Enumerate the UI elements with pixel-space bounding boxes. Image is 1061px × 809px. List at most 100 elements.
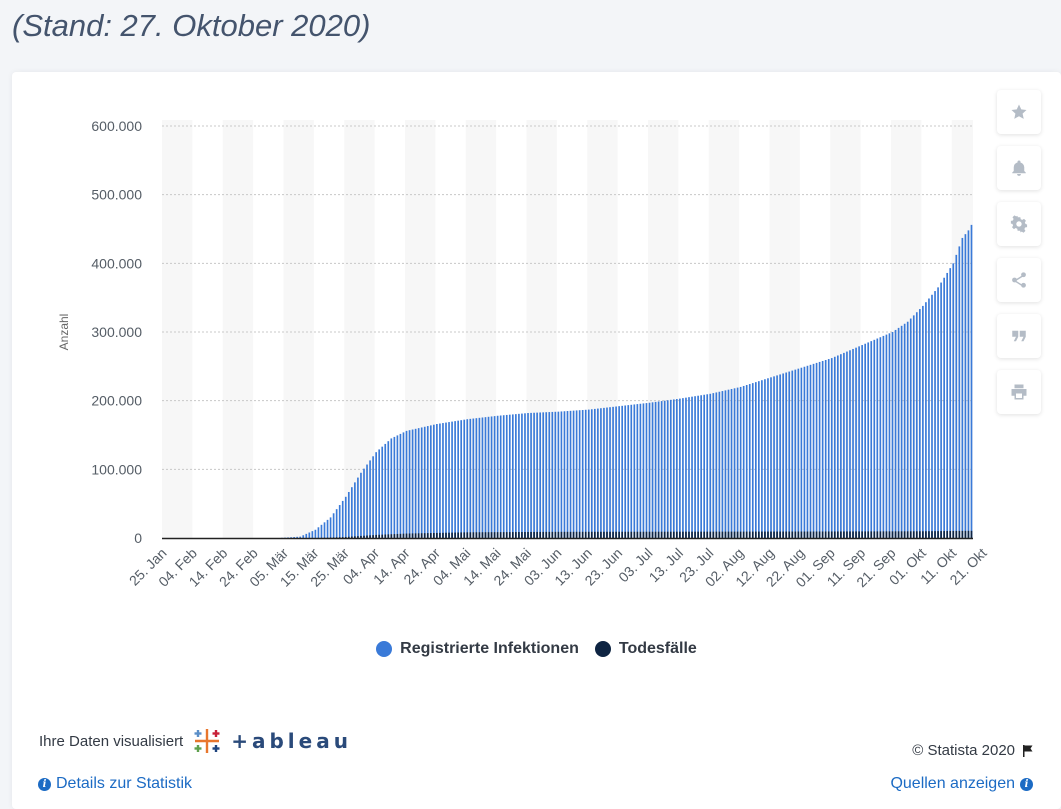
bar-infektionen — [545, 412, 548, 538]
bar-todesfaelle — [788, 531, 791, 538]
bar-infektionen — [566, 411, 569, 538]
bar-infektionen — [867, 342, 870, 538]
bar-infektionen — [594, 408, 596, 538]
bar-infektionen — [785, 372, 788, 538]
bar-todesfaelle — [715, 531, 718, 538]
bar-todesfaelle — [521, 532, 523, 538]
settings-button[interactable] — [997, 202, 1041, 246]
bar-todesfaelle — [651, 531, 654, 538]
bar-todesfaelle — [870, 531, 873, 538]
bar-todesfaelle — [639, 531, 642, 538]
bar-todesfaelle — [925, 531, 927, 538]
bar-todesfaelle — [943, 531, 945, 538]
print-icon — [1011, 384, 1027, 400]
bar-todesfaelle — [609, 531, 611, 538]
bar-infektionen — [727, 389, 730, 538]
bar-infektionen — [505, 414, 508, 538]
bar-todesfaelle — [606, 531, 608, 538]
bar-todesfaelle — [900, 531, 903, 538]
bar-infektionen — [420, 427, 423, 538]
bar-todesfaelle — [657, 531, 660, 538]
bar-todesfaelle — [460, 532, 463, 538]
bar-todesfaelle — [584, 531, 587, 538]
bar-todesfaelle — [420, 533, 423, 538]
bar-infektionen — [627, 405, 630, 538]
bar-infektionen — [736, 387, 739, 538]
bar-infektionen — [852, 348, 854, 538]
cite-button[interactable] — [997, 314, 1041, 358]
bar-todesfaelle — [360, 535, 362, 538]
legend-item-infektionen[interactable]: Registrierte Infektionen — [376, 640, 579, 658]
bar-infektionen — [715, 392, 718, 538]
bar-infektionen — [436, 424, 438, 538]
chart-band — [283, 120, 314, 538]
bar-infektionen — [742, 385, 745, 538]
bar-infektionen — [724, 390, 727, 538]
tableau-logo-icon — [194, 729, 220, 753]
bar-todesfaelle — [669, 531, 672, 538]
bar-infektionen — [758, 381, 760, 538]
bar-infektionen — [329, 517, 332, 538]
bar-infektionen — [603, 407, 605, 538]
bar-infektionen — [718, 391, 721, 538]
bar-todesfaelle — [776, 531, 778, 538]
bar-todesfaelle — [773, 531, 775, 538]
bar-todesfaelle — [843, 531, 845, 538]
bar-infektionen — [937, 287, 939, 538]
bar-todesfaelle — [445, 532, 447, 538]
details-link[interactable]: i Details zur Statistik — [38, 775, 192, 793]
bar-todesfaelle — [718, 531, 721, 538]
bar-todesfaelle — [466, 532, 469, 538]
bar-infektionen — [584, 409, 587, 538]
bar-infektionen — [912, 315, 915, 538]
bar-todesfaelle — [970, 530, 973, 538]
bar-infektionen — [411, 429, 414, 538]
bar-infektionen — [730, 388, 733, 538]
flag-icon[interactable] — [1021, 744, 1035, 758]
bar-todesfaelle — [958, 530, 961, 538]
bar-todesfaelle — [351, 536, 353, 538]
tableau-credit[interactable]: Ihre Daten visualisiert +ableau — [39, 724, 352, 758]
bar-infektionen — [490, 416, 493, 538]
bar-infektionen — [809, 364, 812, 538]
bar-infektionen — [542, 412, 545, 538]
bar-todesfaelle — [919, 531, 921, 538]
bar-todesfaelle — [569, 531, 572, 538]
bar-infektionen — [666, 400, 669, 538]
print-button[interactable] — [997, 370, 1041, 414]
bar-todesfaelle — [897, 531, 900, 538]
bar-infektionen — [341, 500, 344, 538]
legend-item-todesfaelle[interactable]: Todesfälle — [594, 640, 697, 658]
bar-todesfaelle — [758, 531, 760, 538]
bar-infektionen — [360, 472, 362, 538]
bar-todesfaelle — [694, 531, 696, 538]
bar-infektionen — [554, 411, 557, 538]
bar-infektionen — [642, 403, 645, 538]
bar-todesfaelle — [399, 533, 402, 538]
bar-infektionen — [405, 430, 408, 538]
bar-todesfaelle — [436, 532, 438, 538]
bar-infektionen — [967, 230, 970, 538]
sources-link[interactable]: Quellen anzeigen i — [890, 775, 1033, 793]
bar-todesfaelle — [554, 531, 557, 538]
bar-todesfaelle — [429, 533, 432, 538]
bar-infektionen — [906, 321, 909, 538]
bar-infektionen — [515, 414, 517, 538]
bar-todesfaelle — [915, 531, 918, 538]
bar-infektionen — [824, 360, 827, 538]
bar-infektionen — [414, 428, 417, 538]
bar-infektionen — [821, 360, 824, 538]
notification-button[interactable] — [997, 146, 1041, 190]
bar-infektionen — [663, 400, 666, 538]
bar-todesfaelle — [891, 531, 894, 538]
share-button[interactable] — [997, 258, 1041, 302]
bar-infektionen — [347, 491, 350, 538]
bar-infektionen — [581, 410, 584, 538]
bar-infektionen — [621, 405, 624, 538]
bar-todesfaelle — [955, 530, 958, 538]
bar-todesfaelle — [682, 531, 684, 538]
favorite-button[interactable] — [997, 90, 1041, 134]
bar-todesfaelle — [636, 531, 639, 538]
chart: 0 100.000 200.000 300.000 400.000 500.000 600.… — [57, 118, 990, 590]
bar-infektionen — [669, 399, 672, 538]
